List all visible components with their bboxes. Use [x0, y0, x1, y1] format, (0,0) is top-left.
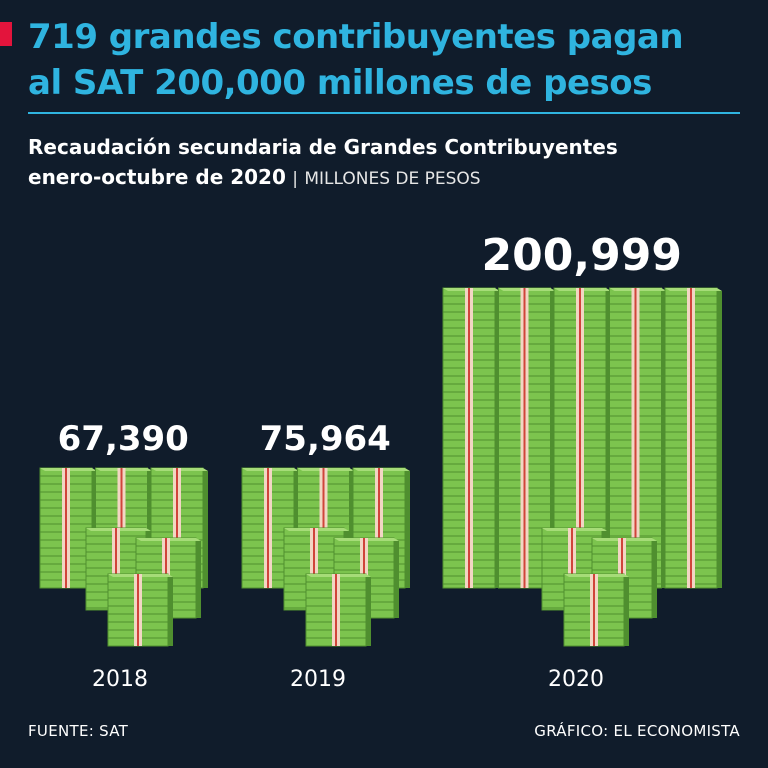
headline-line-2: al SAT 200,000 millones de pesos — [28, 63, 652, 103]
value-label-2019: 75,964 — [260, 419, 391, 459]
value-label-2020: 200,999 — [482, 230, 682, 281]
chart-subtitle: Recaudación secundaria de Grandes Contri… — [28, 132, 748, 194]
bar-2018 — [39, 467, 208, 647]
subtitle-line-1: Recaudación secundaria de Grandes Contri… — [28, 135, 618, 159]
subtitle-separator: | — [292, 169, 298, 189]
divider-rule — [28, 112, 740, 114]
headline-line-1: 719 grandes contribuyentes pagan — [28, 17, 684, 57]
bar-2019 — [241, 467, 410, 647]
subtitle-line-2: enero-octubre de 2020 | MILLONES DE PESO… — [28, 162, 748, 194]
subtitle-unit: MILLONES DE PESOS — [304, 169, 481, 189]
category-label-2019: 2019 — [290, 667, 346, 692]
headline: 719 grandes contribuyentes pagan al SAT … — [28, 14, 758, 106]
category-label-2018: 2018 — [92, 667, 148, 692]
subtitle-period: enero-octubre de 2020 — [28, 165, 286, 189]
source-note: FUENTE: SAT — [28, 722, 129, 740]
money-stack-chart: 67,390 2018 75,964 2019 200,999 2020 — [39, 230, 722, 692]
value-label-2018: 67,390 — [58, 419, 189, 459]
credit-note: GRÁFICO: EL ECONOMISTA — [534, 722, 740, 740]
category-label-2020: 2020 — [548, 667, 604, 692]
bar-2020 — [442, 287, 722, 647]
accent-bar — [0, 22, 12, 46]
